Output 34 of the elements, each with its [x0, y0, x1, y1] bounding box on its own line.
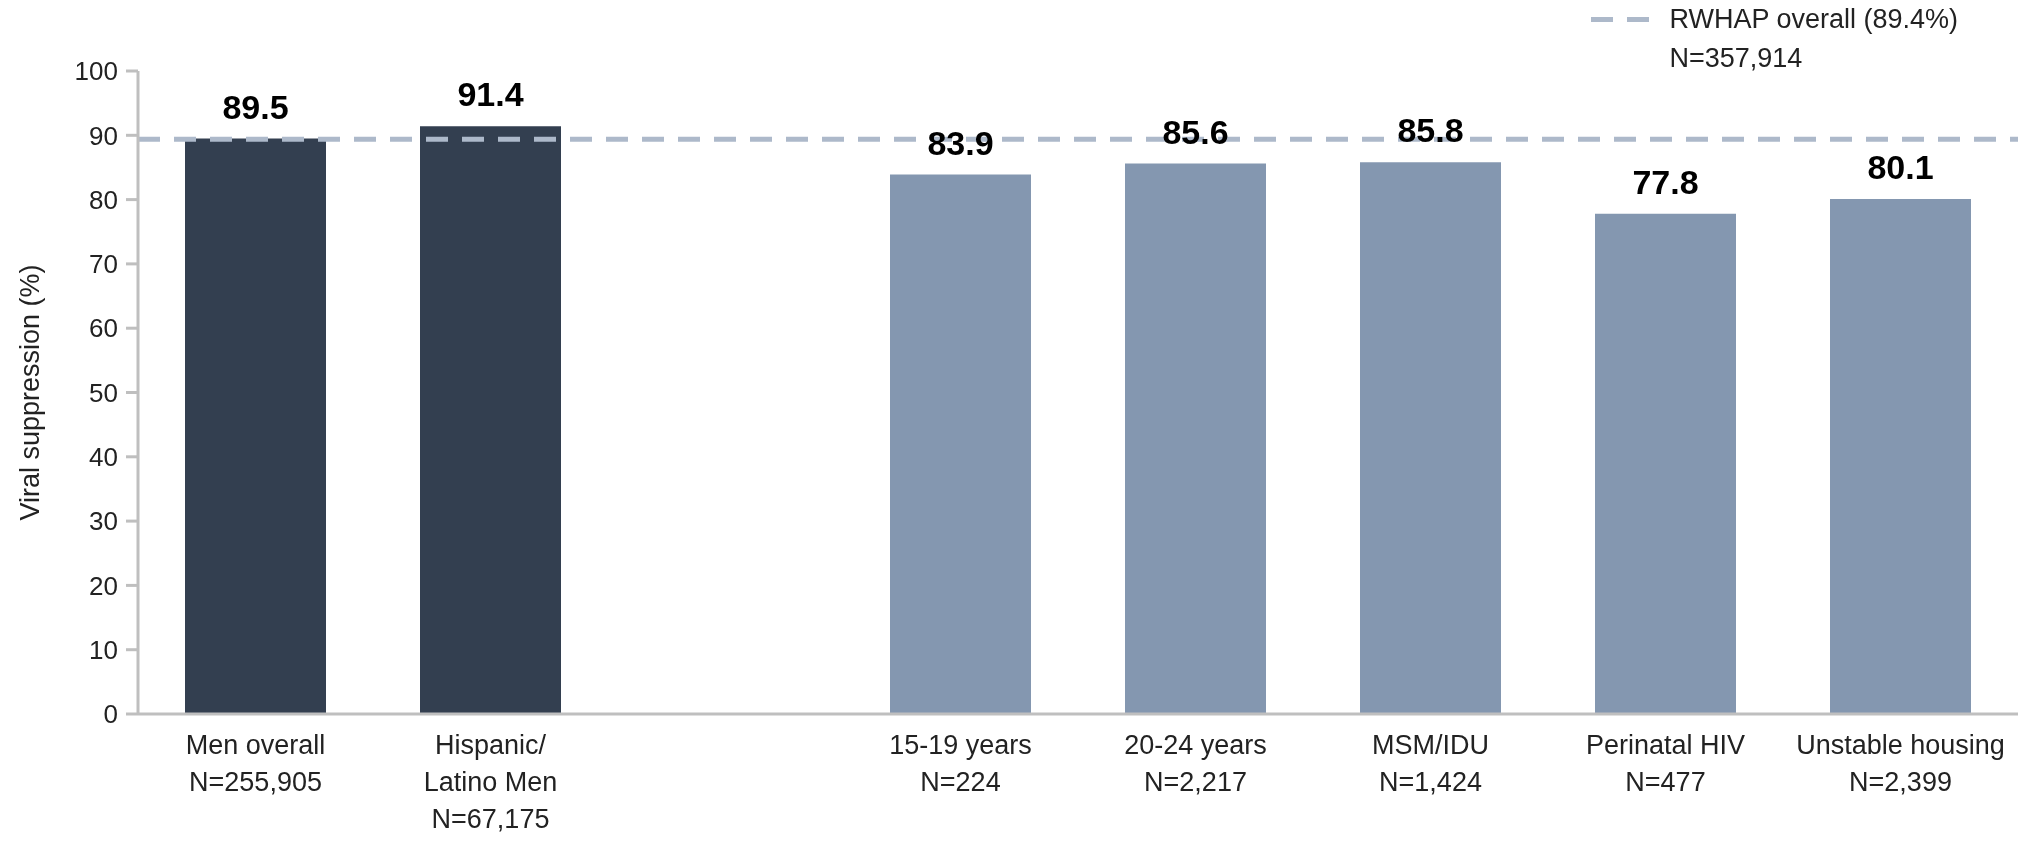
y-tick-label: 80	[89, 184, 118, 215]
data-label: 77.8	[1632, 162, 1699, 201]
x-tick-label: Unstable housing N=2,399	[1796, 730, 2005, 797]
bar	[420, 126, 561, 714]
x-tick-label: 20-24 years N=2,217	[1124, 730, 1267, 797]
x-tick-label: 15-19 years N=224	[889, 730, 1032, 797]
data-label: 91.4	[457, 75, 524, 114]
data-label: 85.8	[1397, 111, 1464, 150]
x-tick-label: Hispanic/ Latino Men N=67,175	[423, 730, 558, 834]
bar	[1830, 198, 1971, 714]
x-tick-label: Men overall N=255,905	[185, 730, 326, 797]
y-tick-label: 60	[89, 313, 118, 344]
x-tick-label: Perinatal HIV N=477	[1585, 730, 1746, 797]
data-label: 85.6	[1162, 112, 1229, 151]
y-tick-label: 40	[89, 442, 118, 473]
y-tick-label: 0	[103, 699, 118, 730]
y-axis-title: Viral suppression (%)	[15, 264, 45, 521]
bar	[1360, 162, 1501, 714]
bar	[1595, 213, 1736, 714]
x-tick-label: MSM/IDU N=1,424	[1372, 730, 1489, 797]
y-tick-label: 50	[89, 377, 118, 408]
data-label: 89.5	[222, 87, 289, 126]
bar	[185, 138, 326, 714]
y-tick-label: 100	[74, 56, 118, 87]
y-tick-label: 20	[89, 570, 118, 601]
data-label: 83.9	[927, 123, 994, 162]
y-tick-label: 90	[89, 120, 118, 151]
y-tick-label: 10	[89, 634, 118, 665]
bar	[890, 174, 1031, 714]
legend-label: RWHAP overall (89.4%) N=357,914	[1669, 3, 1958, 75]
y-tick-label: 70	[89, 249, 118, 280]
data-label: 80.1	[1867, 147, 1934, 186]
y-tick-label: 30	[89, 506, 118, 537]
bar	[1125, 163, 1266, 714]
